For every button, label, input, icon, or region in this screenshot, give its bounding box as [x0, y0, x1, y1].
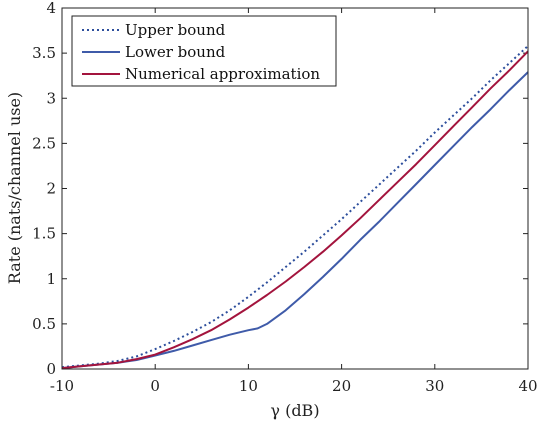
series-layer [61, 45, 529, 370]
legend-label-numerical-approximation: Numerical approximation [125, 65, 320, 83]
x-axis-label: γ (dB) [270, 401, 319, 420]
x-tick-label: 30 [425, 377, 444, 395]
series-line-upper-bound [61, 45, 529, 369]
y-tick-label: 3 [46, 89, 56, 107]
x-tick-label: -10 [50, 377, 74, 395]
y-tick-label: 1.5 [32, 225, 56, 243]
y-tick-label: 0 [46, 360, 56, 378]
legend: Upper bound Lower bound Numerical approx… [71, 15, 337, 87]
plot-frame [61, 7, 529, 370]
y-tick-label: 2.5 [32, 134, 56, 152]
series-line-numerical-approximation [61, 50, 529, 370]
x-tick-label: 40 [518, 377, 537, 395]
y-tick-label: 0.5 [32, 315, 56, 333]
y-tick-label: 1 [46, 270, 56, 288]
x-tick-label: 0 [150, 377, 160, 395]
y-tick-label: 3.5 [32, 44, 56, 62]
y-axis-label: Rate (nats/channel use) [5, 92, 24, 284]
y-tick-label: 2 [46, 180, 56, 198]
y-tick-label: 4 [46, 0, 56, 17]
x-tick-label: 10 [239, 377, 258, 395]
x-tick-label: 20 [332, 377, 351, 395]
legend-label-lower-bound: Lower bound [125, 43, 226, 61]
legend-label-upper-bound: Upper bound [125, 21, 226, 39]
series-line-lower-bound [61, 71, 529, 370]
